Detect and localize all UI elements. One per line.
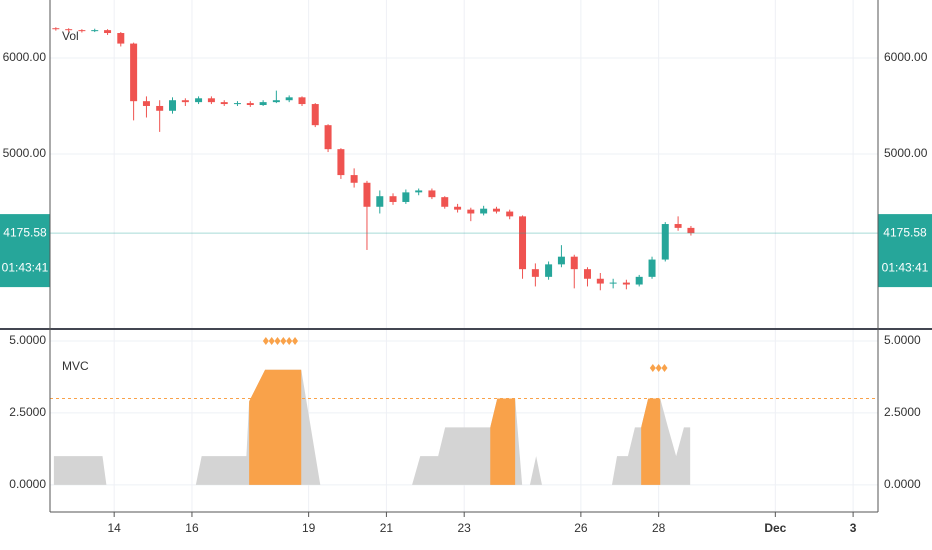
countdown-label: 01:43:41 bbox=[882, 260, 929, 274]
candle-body bbox=[492, 208, 500, 212]
candle-body bbox=[78, 30, 86, 32]
candle-body bbox=[181, 100, 189, 103]
candle-body bbox=[415, 190, 423, 193]
mvc-area bbox=[53, 369, 691, 485]
candle-body bbox=[52, 28, 60, 30]
candle-body bbox=[363, 182, 371, 207]
mvc-highlight-area bbox=[249, 369, 661, 485]
x-tick-label: 26 bbox=[574, 521, 588, 535]
candle-body bbox=[389, 196, 397, 202]
candle-body bbox=[142, 101, 150, 106]
candle-body bbox=[65, 29, 73, 31]
candle-body bbox=[130, 43, 138, 102]
candle-body bbox=[674, 224, 682, 228]
candle-body bbox=[583, 269, 591, 279]
candle-body bbox=[519, 216, 527, 270]
candle-body bbox=[402, 192, 410, 202]
last-price-label: 4175.58 bbox=[883, 225, 927, 239]
signal-marker bbox=[286, 336, 293, 345]
candle-body bbox=[506, 211, 514, 217]
candle-body bbox=[272, 100, 280, 103]
pane-title: MVC bbox=[62, 359, 89, 373]
y-tick-label: 6000.00 bbox=[3, 50, 47, 64]
signal-marker bbox=[661, 364, 668, 373]
candle-body bbox=[298, 97, 306, 105]
y-tick-label: 0.0000 bbox=[9, 477, 46, 491]
candle-body bbox=[635, 276, 643, 285]
candle-body bbox=[622, 282, 630, 285]
signal-marker bbox=[649, 364, 656, 373]
candle-body bbox=[531, 269, 539, 277]
candle-body bbox=[220, 102, 228, 105]
candle-body bbox=[428, 190, 436, 198]
candle-body bbox=[207, 98, 215, 103]
signal-marker bbox=[292, 336, 299, 345]
y-tick-label: 5000.00 bbox=[884, 146, 928, 160]
countdown-label: 01:43:41 bbox=[2, 260, 49, 274]
candle-body bbox=[195, 98, 203, 103]
signal-marker bbox=[280, 336, 287, 345]
y-tick-label: 5.0000 bbox=[884, 333, 921, 347]
price-box bbox=[0, 214, 50, 288]
x-tick-label: 16 bbox=[185, 521, 199, 535]
signal-marker bbox=[268, 336, 275, 345]
x-tick-label: 21 bbox=[380, 521, 394, 535]
candle-body bbox=[337, 149, 345, 176]
signal-marker bbox=[274, 336, 281, 345]
candle-body bbox=[467, 209, 475, 214]
y-tick-label: 5000.00 bbox=[3, 146, 47, 160]
candle-body bbox=[311, 104, 319, 126]
y-tick-label: 2.5000 bbox=[9, 405, 46, 419]
x-tick-label: Dec bbox=[764, 521, 786, 535]
x-tick-label: 3 bbox=[850, 521, 857, 535]
candle-body bbox=[687, 227, 695, 234]
candle-body bbox=[570, 256, 578, 270]
candle-body bbox=[246, 103, 254, 106]
y-tick-label: 0.0000 bbox=[884, 477, 921, 491]
candle-body bbox=[117, 33, 125, 44]
candle-body bbox=[648, 259, 656, 277]
x-tick-label: 19 bbox=[302, 521, 316, 535]
candle-body bbox=[454, 206, 462, 210]
candle-body bbox=[545, 264, 553, 277]
y-tick-label: 6000.00 bbox=[884, 50, 928, 64]
x-tick-label: 14 bbox=[107, 521, 121, 535]
candle-body bbox=[156, 105, 164, 111]
candle-body bbox=[169, 100, 177, 111]
candle-body bbox=[350, 175, 358, 183]
signal-marker bbox=[262, 336, 269, 345]
candle-body bbox=[480, 208, 488, 214]
x-tick-label: 28 bbox=[652, 521, 666, 535]
price-box bbox=[878, 214, 932, 288]
candle-body bbox=[609, 282, 617, 284]
y-tick-label: 2.5000 bbox=[884, 405, 921, 419]
candle-body bbox=[557, 256, 565, 265]
candle-body bbox=[104, 30, 112, 34]
candle-body bbox=[376, 196, 384, 207]
candle-body bbox=[661, 224, 669, 260]
candle-body bbox=[596, 278, 604, 284]
candle-body bbox=[324, 125, 332, 150]
candle-body bbox=[233, 103, 241, 105]
candle-body bbox=[259, 102, 267, 106]
candle-body bbox=[91, 30, 99, 32]
signal-marker bbox=[655, 364, 662, 373]
candle-body bbox=[441, 197, 449, 207]
pane-title: Vol bbox=[62, 29, 79, 43]
y-tick-label: 5.0000 bbox=[9, 333, 46, 347]
candle-body bbox=[285, 97, 293, 101]
last-price-label: 4175.58 bbox=[3, 225, 47, 239]
x-tick-label: 23 bbox=[458, 521, 472, 535]
